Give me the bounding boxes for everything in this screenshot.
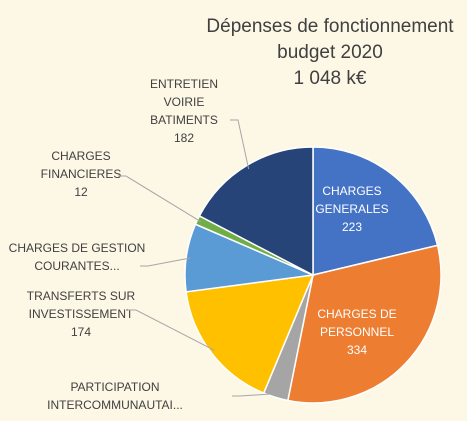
slice-label: CHARGES DE xyxy=(317,307,396,321)
leader-line xyxy=(232,393,277,397)
slice-label: GENERALES xyxy=(315,202,388,216)
slice-label: TRANSFERTS SUR xyxy=(27,289,136,303)
chart-title: Dépenses de fonctionnement xyxy=(206,16,454,37)
value-label: 223 xyxy=(342,220,362,234)
slice-label: CHARGES xyxy=(51,149,110,163)
leader-line xyxy=(140,257,191,267)
slice-label: CHARGES xyxy=(322,184,381,198)
slice-label: COURANTES... xyxy=(34,259,119,273)
pie-slice xyxy=(286,244,442,404)
pie-slice xyxy=(198,146,314,277)
slice-label: ENTRETIEN xyxy=(150,77,218,91)
leader-line xyxy=(118,175,202,223)
slice-label: VOIRIE xyxy=(164,95,205,109)
slice-label: BATIMENTS xyxy=(150,113,218,127)
value-label: 174 xyxy=(71,325,91,339)
slice-label: INVESTISSEMENT xyxy=(29,307,134,321)
slice-label: FINANCIERES xyxy=(41,167,122,181)
slice-label: INTERCOMMUNAUTAI... xyxy=(47,398,183,412)
pie-slice xyxy=(185,274,315,395)
leader-line xyxy=(230,119,250,170)
slice-label: PERSONNEL xyxy=(320,325,394,339)
chart-title: 1 048 k€ xyxy=(294,68,367,89)
pie-slice xyxy=(312,146,439,276)
value-label: 182 xyxy=(174,131,194,145)
value-label: 334 xyxy=(347,343,367,357)
slice-label: CHARGES DE GESTION xyxy=(9,241,146,255)
leader-line xyxy=(128,309,215,351)
slice-label: PARTICIPATION xyxy=(70,380,159,394)
value-label: 12 xyxy=(74,185,88,199)
chart-title: budget 2020 xyxy=(277,42,383,63)
